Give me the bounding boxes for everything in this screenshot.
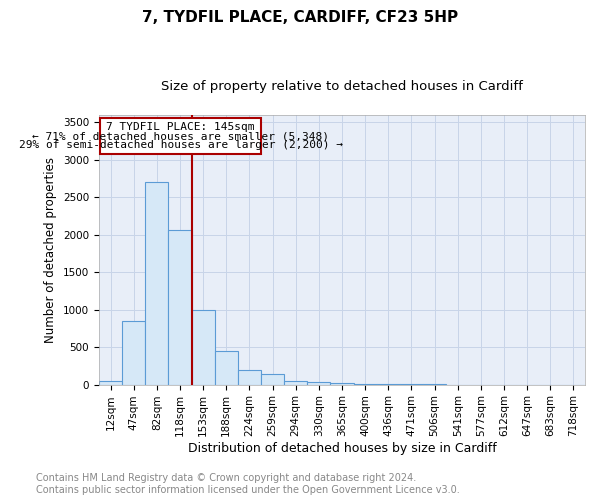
Bar [307, 382, 331, 384]
Bar [238, 370, 261, 384]
Text: ← 71% of detached houses are smaller (5,348): ← 71% of detached houses are smaller (5,… [32, 132, 329, 141]
Text: Contains HM Land Registry data © Crown copyright and database right 2024.
Contai: Contains HM Land Registry data © Crown c… [36, 474, 460, 495]
Bar [145, 182, 169, 384]
Bar [191, 310, 215, 384]
Bar [122, 321, 145, 384]
Bar [261, 374, 284, 384]
Text: 7, TYDFIL PLACE, CARDIFF, CF23 5HP: 7, TYDFIL PLACE, CARDIFF, CF23 5HP [142, 10, 458, 25]
X-axis label: Distribution of detached houses by size in Cardiff: Distribution of detached houses by size … [188, 442, 496, 455]
FancyBboxPatch shape [100, 118, 261, 154]
Bar [215, 351, 238, 384]
Text: 29% of semi-detached houses are larger (2,200) →: 29% of semi-detached houses are larger (… [19, 140, 343, 150]
Bar [169, 230, 191, 384]
Title: Size of property relative to detached houses in Cardiff: Size of property relative to detached ho… [161, 80, 523, 93]
Y-axis label: Number of detached properties: Number of detached properties [44, 157, 58, 343]
Text: 7 TYDFIL PLACE: 145sqm: 7 TYDFIL PLACE: 145sqm [106, 122, 255, 132]
Bar [99, 381, 122, 384]
Bar [284, 381, 307, 384]
Bar [331, 383, 353, 384]
